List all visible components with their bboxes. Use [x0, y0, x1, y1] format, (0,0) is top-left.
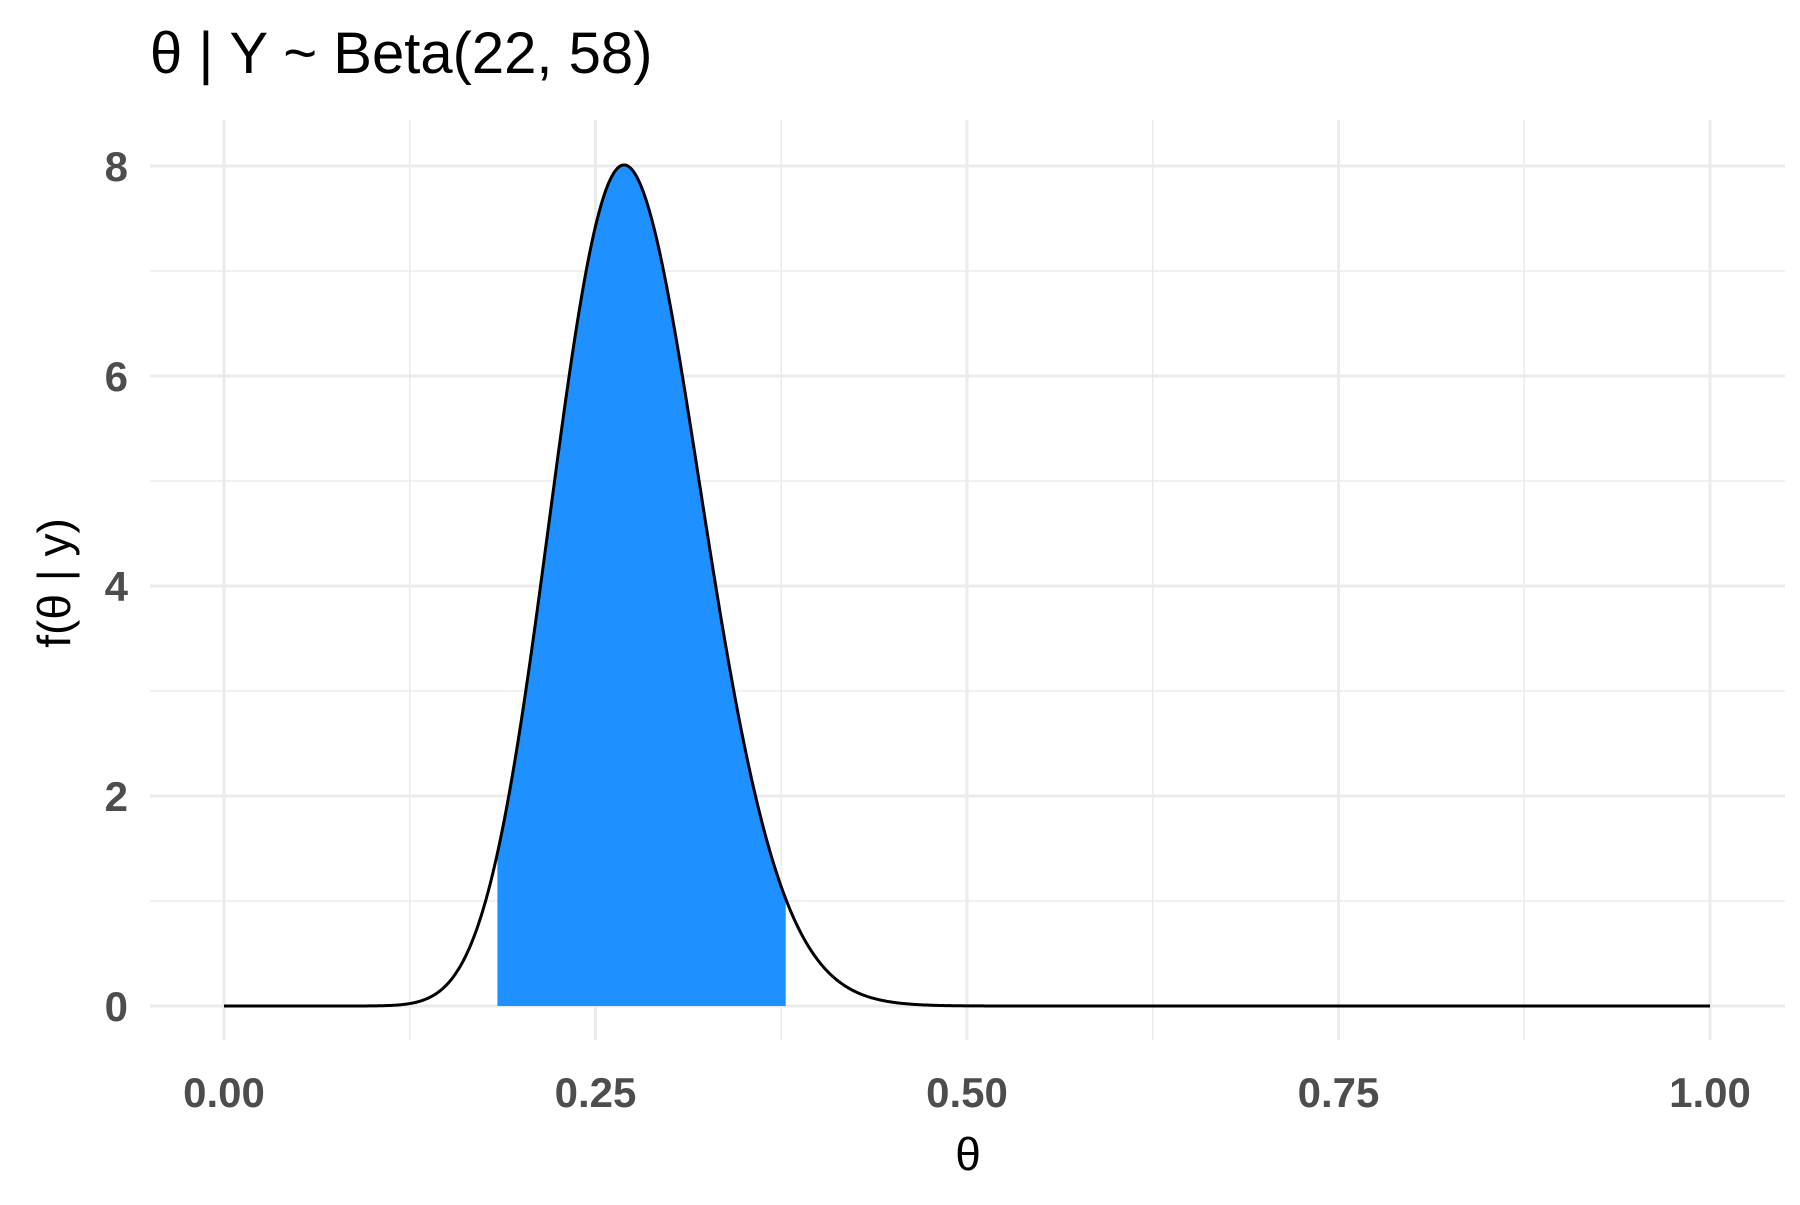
- y-axis-ticks: 0 2 4 6 8: [105, 143, 129, 1030]
- y-axis-title: f(θ | y): [28, 518, 80, 648]
- x-tick-label: 1.00: [1669, 1069, 1751, 1116]
- grid: [150, 120, 1785, 1040]
- y-tick-label: 8: [105, 143, 128, 190]
- x-tick-label: 0.50: [926, 1069, 1008, 1116]
- x-tick-label: 0.75: [1298, 1069, 1380, 1116]
- x-tick-label: 0.25: [555, 1069, 637, 1116]
- x-axis-title: θ: [955, 1128, 981, 1180]
- chart-title: θ | Y ~ Beta(22, 58): [150, 21, 653, 86]
- x-tick-label: 0.00: [183, 1069, 265, 1116]
- y-tick-label: 4: [105, 563, 129, 610]
- density-curve: [223, 163, 1711, 1008]
- x-axis-ticks: 0.00 0.25 0.50 0.75 1.00: [183, 1069, 1751, 1116]
- y-tick-label: 0: [105, 983, 128, 1030]
- y-tick-label: 6: [105, 353, 128, 400]
- density-line: [223, 163, 1711, 1008]
- y-tick-label: 2: [105, 773, 128, 820]
